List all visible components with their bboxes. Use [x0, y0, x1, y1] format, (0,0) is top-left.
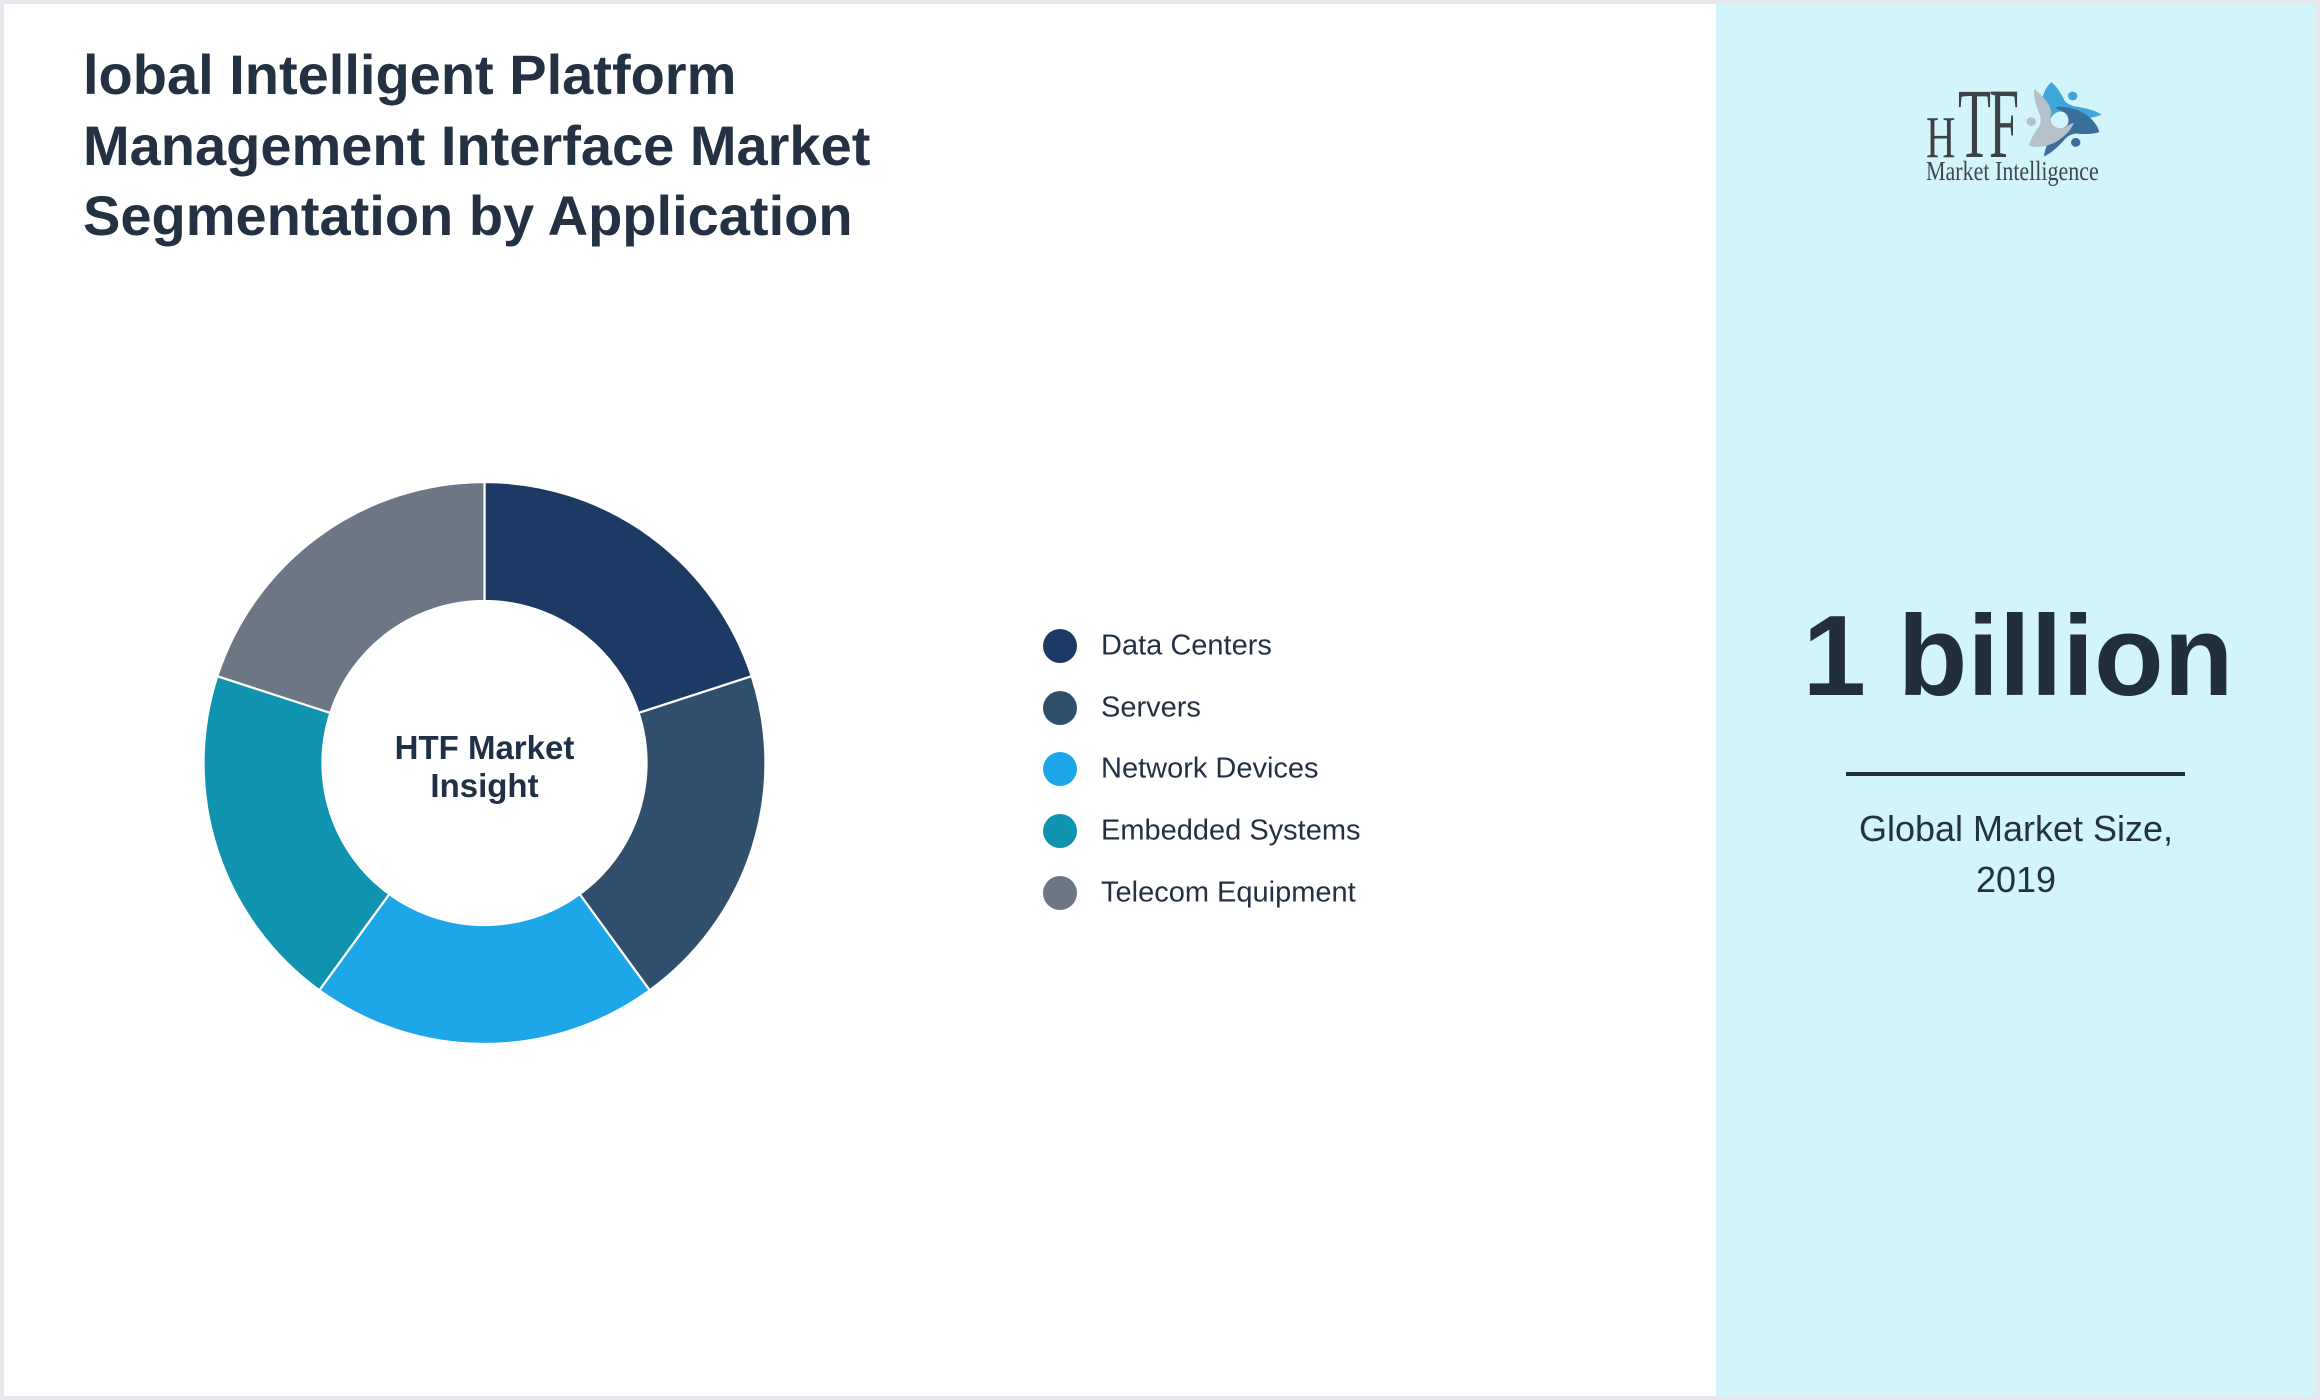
svg-text:F: F [1989, 69, 2019, 180]
svg-text:Market Intelligence: Market Intelligence [1926, 157, 2099, 187]
svg-text:T: T [1958, 69, 1991, 180]
svg-text:H: H [1926, 105, 1955, 170]
